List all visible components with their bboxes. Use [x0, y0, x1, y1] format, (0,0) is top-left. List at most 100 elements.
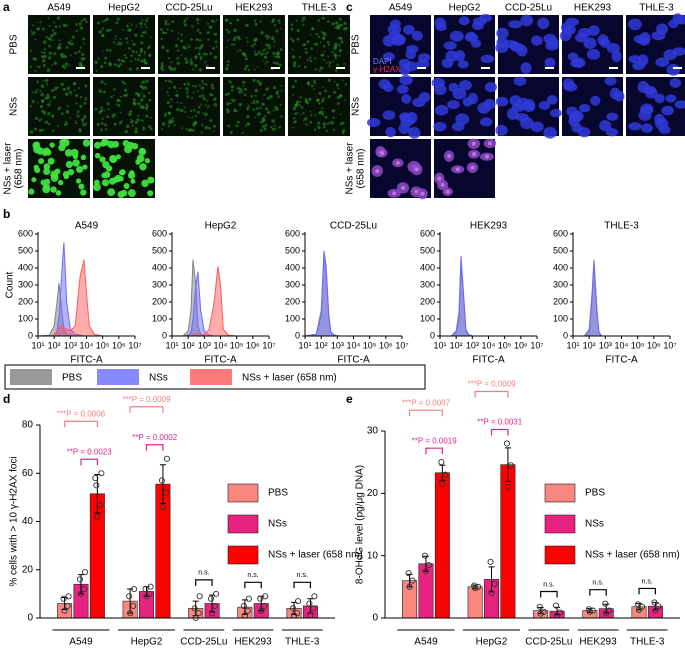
cell	[160, 67, 164, 70]
cell	[311, 27, 315, 30]
cell	[333, 46, 337, 50]
cell	[119, 111, 122, 114]
cell	[104, 56, 108, 60]
nucleus	[654, 93, 665, 104]
x-tick-label: 10³	[599, 340, 612, 350]
cell	[64, 149, 73, 157]
cell	[83, 102, 87, 105]
cell	[170, 119, 175, 124]
histogram-area	[38, 259, 135, 337]
legend-label: PBS	[585, 488, 605, 499]
y-axis-label: 8-OHdG level (pg/μg DNA)	[355, 465, 366, 584]
cell	[30, 49, 33, 52]
legend-swatch	[544, 483, 576, 503]
cell	[65, 46, 69, 49]
cell	[209, 51, 213, 55]
cell	[116, 17, 120, 21]
cell	[280, 89, 283, 92]
cell	[168, 111, 172, 115]
data-point	[130, 602, 137, 609]
cell	[204, 112, 208, 117]
cell	[145, 103, 148, 106]
cell	[119, 169, 126, 176]
cell	[106, 102, 110, 106]
cell	[172, 85, 177, 89]
cell	[116, 43, 119, 46]
cell	[199, 31, 202, 35]
nucleus	[531, 35, 543, 46]
nucleus	[590, 95, 601, 106]
cell	[187, 128, 191, 132]
data-point	[244, 607, 251, 614]
cell	[54, 86, 58, 91]
nucleus	[637, 80, 650, 93]
axes	[572, 232, 670, 337]
x-axis-label: FITC-A	[605, 355, 638, 366]
cell	[43, 113, 46, 116]
cell	[143, 30, 147, 34]
cell	[137, 94, 141, 98]
axes	[304, 232, 402, 337]
cell	[247, 69, 251, 72]
data-point	[655, 603, 662, 610]
cell	[252, 78, 256, 83]
y-tick-label: 100	[553, 313, 568, 323]
cell	[186, 91, 189, 95]
cell	[324, 89, 328, 93]
cell	[300, 106, 304, 109]
cell	[331, 22, 335, 26]
cell	[102, 161, 110, 169]
cell	[138, 147, 147, 156]
significance-label: n.s.	[247, 572, 258, 579]
cell	[319, 66, 324, 70]
x-tick-label: THLE-3	[285, 637, 320, 648]
cell	[98, 89, 102, 93]
cell	[264, 123, 268, 127]
cell	[83, 115, 87, 119]
cell	[78, 183, 85, 190]
x-tick-label: 10⁷	[128, 340, 141, 350]
y-tick-label: 80	[22, 420, 34, 431]
cell	[195, 57, 197, 59]
cell	[328, 64, 331, 67]
cell	[183, 23, 188, 27]
cell	[33, 145, 42, 154]
data-point	[64, 602, 71, 609]
cell	[80, 19, 84, 23]
significance-label: **P = 0.0023	[67, 447, 113, 456]
cell	[82, 123, 86, 127]
cell	[49, 142, 55, 148]
nucleus	[418, 53, 431, 62]
stain-label: γ-H2AX	[373, 65, 401, 74]
cell	[140, 34, 144, 38]
x-tick-label: 10¹	[298, 340, 311, 350]
cell	[146, 17, 149, 20]
cell	[251, 44, 254, 48]
cell	[137, 102, 141, 106]
cell	[39, 21, 42, 24]
cell	[124, 56, 128, 60]
data-point	[405, 570, 412, 577]
y-tick-label: 400	[152, 262, 167, 272]
cell	[339, 113, 342, 116]
histogram-area	[440, 256, 537, 337]
cell	[228, 80, 231, 83]
cell	[236, 35, 240, 39]
cell	[42, 27, 45, 31]
cell	[233, 28, 237, 32]
cell	[197, 22, 199, 25]
cell	[331, 109, 335, 113]
y-tick-label: 0	[372, 613, 378, 624]
foci	[414, 189, 419, 194]
cell	[173, 124, 176, 127]
cell	[169, 104, 173, 109]
x-tick-label: 10⁵	[631, 340, 645, 350]
cell	[100, 80, 104, 84]
cell	[253, 68, 256, 71]
cell	[298, 56, 301, 59]
cell	[84, 123, 87, 126]
cell	[31, 177, 37, 183]
cell	[207, 38, 210, 41]
data-point	[94, 513, 101, 520]
cell	[260, 31, 264, 35]
